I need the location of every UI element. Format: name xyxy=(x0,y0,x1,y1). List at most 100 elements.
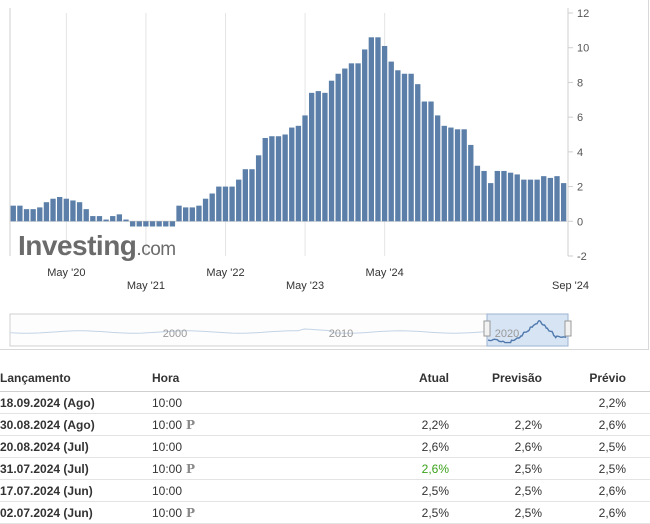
bar[interactable] xyxy=(368,37,375,222)
bar[interactable] xyxy=(481,170,487,222)
bar[interactable] xyxy=(501,170,507,222)
bar[interactable] xyxy=(236,179,242,222)
bar[interactable] xyxy=(534,179,540,222)
bar[interactable] xyxy=(129,221,136,227)
bar[interactable] xyxy=(554,176,560,222)
bar[interactable] xyxy=(37,207,43,222)
bar[interactable] xyxy=(57,196,63,222)
bar[interactable] xyxy=(149,221,156,227)
bar[interactable] xyxy=(169,221,176,227)
preliminary-icon[interactable]: P xyxy=(186,417,196,432)
bar[interactable] xyxy=(395,70,401,222)
bar[interactable] xyxy=(110,216,116,222)
bar[interactable] xyxy=(63,198,69,222)
preliminary-icon[interactable]: P xyxy=(186,505,196,520)
bar[interactable] xyxy=(189,207,195,222)
bar[interactable] xyxy=(434,115,441,222)
bar[interactable] xyxy=(96,216,103,222)
bar[interactable] xyxy=(156,221,162,227)
bar[interactable] xyxy=(381,45,388,222)
bar[interactable] xyxy=(242,169,249,222)
bar[interactable] xyxy=(222,186,229,222)
bar[interactable] xyxy=(421,101,428,222)
bar[interactable] xyxy=(143,221,149,227)
table-row[interactable]: 17.07.2024 (Jun) 10:00 2,5% 2,5% 2,6% xyxy=(0,479,650,502)
bar[interactable] xyxy=(83,209,89,222)
bar[interactable] xyxy=(328,80,335,222)
col-previous[interactable]: Prévio xyxy=(542,365,626,392)
bar[interactable] xyxy=(348,63,355,222)
range-navigator[interactable]: 2000 2010 2020 xyxy=(0,312,580,348)
bar[interactable] xyxy=(454,129,461,222)
bar[interactable] xyxy=(136,221,142,227)
bar[interactable] xyxy=(50,198,56,222)
bar[interactable] xyxy=(196,205,202,222)
bar[interactable] xyxy=(514,174,520,222)
preliminary-icon[interactable]: P xyxy=(186,461,196,476)
bar[interactable] xyxy=(468,144,474,222)
bar[interactable] xyxy=(547,177,554,222)
bar[interactable] xyxy=(163,221,169,227)
bar[interactable] xyxy=(441,125,447,222)
bar[interactable] xyxy=(30,209,36,222)
bar[interactable] xyxy=(202,198,209,222)
col-forecast[interactable]: Previsão xyxy=(449,365,542,392)
bar[interactable] xyxy=(375,37,381,222)
bar[interactable] xyxy=(289,127,295,222)
bar[interactable] xyxy=(401,73,408,222)
bar[interactable] xyxy=(408,73,414,222)
bar[interactable] xyxy=(448,127,454,222)
bar[interactable] xyxy=(541,176,547,222)
bar[interactable] xyxy=(388,61,394,222)
bar[interactable] xyxy=(76,202,83,222)
bar[interactable] xyxy=(461,129,467,222)
bar[interactable] xyxy=(560,183,567,222)
bar[interactable] xyxy=(302,115,308,222)
bar[interactable] xyxy=(10,205,16,222)
bar[interactable] xyxy=(183,207,189,222)
bar[interactable] xyxy=(103,219,109,222)
table-row[interactable]: 18.09.2024 (Ago) 10:00 2,2% xyxy=(0,391,650,414)
bar[interactable] xyxy=(116,214,123,222)
bar[interactable] xyxy=(70,200,76,222)
bar[interactable] xyxy=(355,63,361,222)
bar[interactable] xyxy=(43,202,50,222)
bar[interactable] xyxy=(315,91,321,222)
col-actual[interactable]: Atual xyxy=(392,365,449,392)
col-release[interactable]: Lançamento xyxy=(0,365,152,392)
bar[interactable] xyxy=(488,183,494,222)
bar[interactable] xyxy=(342,68,348,222)
bar[interactable] xyxy=(507,172,514,222)
bar[interactable] xyxy=(90,216,96,222)
table-row[interactable]: 02.07.2024 (Jun) 10:00 P 2,5% 2,5% 2,6% xyxy=(0,501,650,524)
bar[interactable] xyxy=(521,179,527,222)
bar[interactable] xyxy=(229,186,235,222)
table-row[interactable]: 31.07.2024 (Jul) 10:00 P 2,6% 2,5% 2,5% xyxy=(0,457,650,480)
navigator-handle[interactable] xyxy=(483,320,491,337)
bar[interactable] xyxy=(494,170,500,222)
bar[interactable] xyxy=(335,73,341,222)
bar[interactable] xyxy=(23,209,30,222)
bar[interactable] xyxy=(322,92,328,222)
table-row[interactable]: 30.08.2024 (Ago) 10:00 P 2,2% 2,2% 2,6% xyxy=(0,413,650,436)
bar[interactable] xyxy=(249,169,255,222)
bar[interactable] xyxy=(269,136,275,222)
bar[interactable] xyxy=(262,137,268,222)
bar[interactable] xyxy=(295,125,302,222)
navigator-handle[interactable] xyxy=(564,320,572,337)
bar[interactable] xyxy=(123,219,129,222)
bar[interactable] xyxy=(362,49,368,222)
bar[interactable] xyxy=(255,155,262,222)
bar[interactable] xyxy=(428,101,434,222)
bar[interactable] xyxy=(282,134,288,222)
bar[interactable] xyxy=(308,92,315,222)
table-row[interactable]: 20.08.2024 (Jul) 10:00 2,6% 2,6% 2,5% xyxy=(0,435,650,458)
bar[interactable] xyxy=(216,186,222,222)
col-time[interactable]: Hora xyxy=(152,365,392,392)
bar[interactable] xyxy=(474,165,481,222)
bar[interactable] xyxy=(275,136,282,222)
bar[interactable] xyxy=(209,193,215,222)
bar[interactable] xyxy=(415,84,421,222)
bar[interactable] xyxy=(17,205,23,222)
bar[interactable] xyxy=(527,179,534,222)
